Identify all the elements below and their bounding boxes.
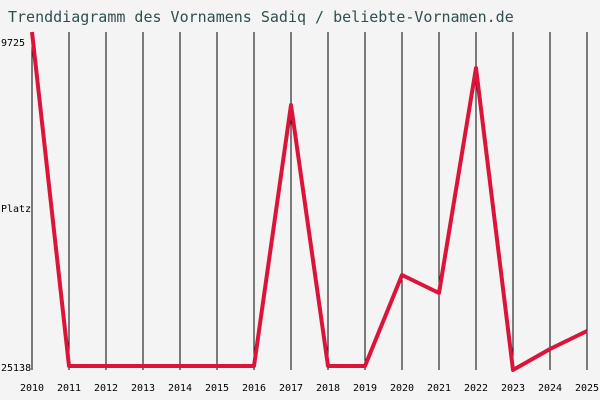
x-tick-label: 2021 [427,383,451,394]
x-tick-label: 2017 [279,383,303,394]
x-tick-label: 2022 [464,383,488,394]
x-tick-label: 2023 [501,383,525,394]
chart-title: Trenddiagramm des Vornamens Sadiq / beli… [8,8,514,26]
y-axis-label: Platz [1,204,31,215]
x-tick-label: 2010 [20,383,44,394]
x-tick-label: 2024 [538,383,562,394]
x-tick-label: 2015 [205,383,229,394]
x-tick-label: 2016 [242,383,266,394]
y-tick-label: 9725 [1,38,25,49]
x-tick-label: 2018 [316,383,340,394]
x-tick-label: 2019 [353,383,377,394]
y-tick-label: 25138 [1,363,31,374]
x-tick-label: 2012 [94,383,118,394]
x-tick-label: 2014 [168,383,192,394]
x-tick-label: 2020 [390,383,414,394]
x-tick-label: 2013 [131,383,155,394]
x-tick-label: 2011 [57,383,81,394]
x-tick-label: 2025 [575,383,599,394]
line [30,31,588,372]
